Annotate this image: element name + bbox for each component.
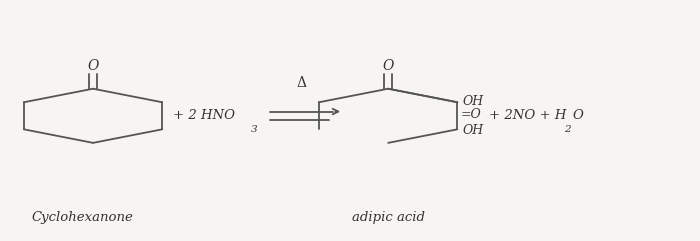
Text: =O: =O [461, 108, 482, 121]
Text: O: O [382, 59, 394, 73]
Text: 3: 3 [251, 125, 258, 134]
Text: 2: 2 [564, 125, 570, 134]
Text: adipic acid: adipic acid [351, 211, 425, 224]
Text: O: O [572, 109, 583, 122]
Text: + 2 HNO: + 2 HNO [173, 109, 235, 122]
Text: + 2NO + H: + 2NO + H [489, 109, 566, 122]
Text: OH: OH [463, 124, 484, 137]
Text: OH: OH [463, 94, 484, 107]
Text: O: O [88, 59, 99, 73]
Text: Δ: Δ [296, 76, 307, 90]
Text: Cyclohexanone: Cyclohexanone [32, 211, 134, 224]
